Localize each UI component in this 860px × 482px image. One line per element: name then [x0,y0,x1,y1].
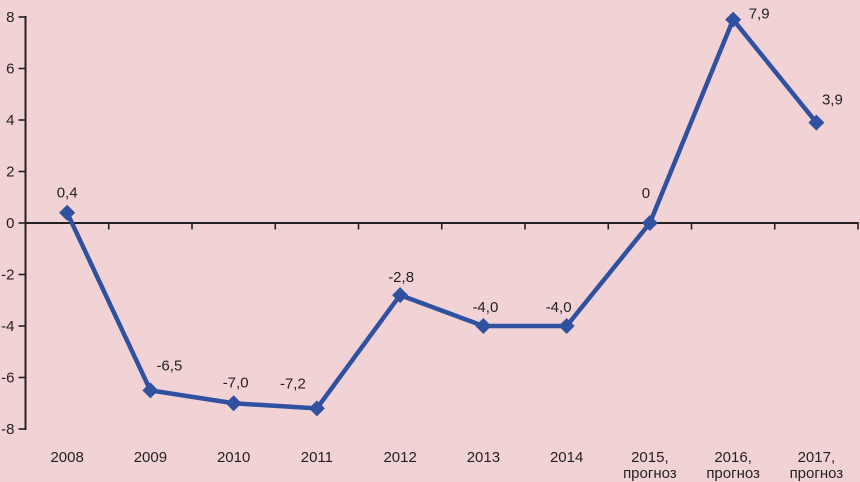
x-axis-label: 2016, прогноз [706,449,760,482]
x-axis-label: 2015, прогноз [623,449,677,482]
y-axis-label: -6 [1,370,14,387]
x-axis-label: 2014 [550,449,583,466]
data-point-marker [225,395,242,412]
data-point-label: 0 [642,185,650,202]
data-point-marker [641,215,658,231]
y-axis-label: 0 [6,215,14,232]
data-point-marker [142,382,159,399]
x-axis-label: 2011 [301,449,333,466]
data-point-marker [59,204,76,221]
data-point-label: 7,9 [749,6,770,23]
data-line [64,17,819,411]
x-axis-label: 2008 [50,449,83,466]
data-point-marker [725,11,742,28]
y-axis-label: 4 [6,112,14,129]
y-axis-label: 8 [6,9,14,26]
data-point-label: -6,5 [156,357,182,374]
data-point-label: -7,0 [223,374,249,391]
y-axis-label: -8 [1,421,14,438]
data-point-marker [392,287,409,304]
data-point-label: 0,4 [57,185,78,202]
data-point-label: -4,0 [546,299,572,316]
y-axis-label: 6 [6,61,14,78]
y-axis-label: -4 [1,318,14,335]
y-axis-label: -2 [1,267,14,284]
data-point-label: -4,0 [472,299,498,316]
data-point-marker [308,400,325,417]
x-axis-label: 2012 [383,449,416,466]
x-axis-label: 2010 [217,449,250,466]
x-axis-label: 2017, прогноз [790,449,844,482]
data-point-label: -2,8 [388,269,414,286]
data-point-marker [558,318,575,334]
x-axis-label: 2009 [134,449,167,466]
y-axis-label: 2 [6,164,14,181]
data-point-label: -7,2 [280,375,306,392]
data-point-marker [808,114,825,131]
data-point-marker [475,318,492,334]
data-point-label: 3,9 [822,92,843,109]
x-axis-label: 2013 [467,449,500,466]
